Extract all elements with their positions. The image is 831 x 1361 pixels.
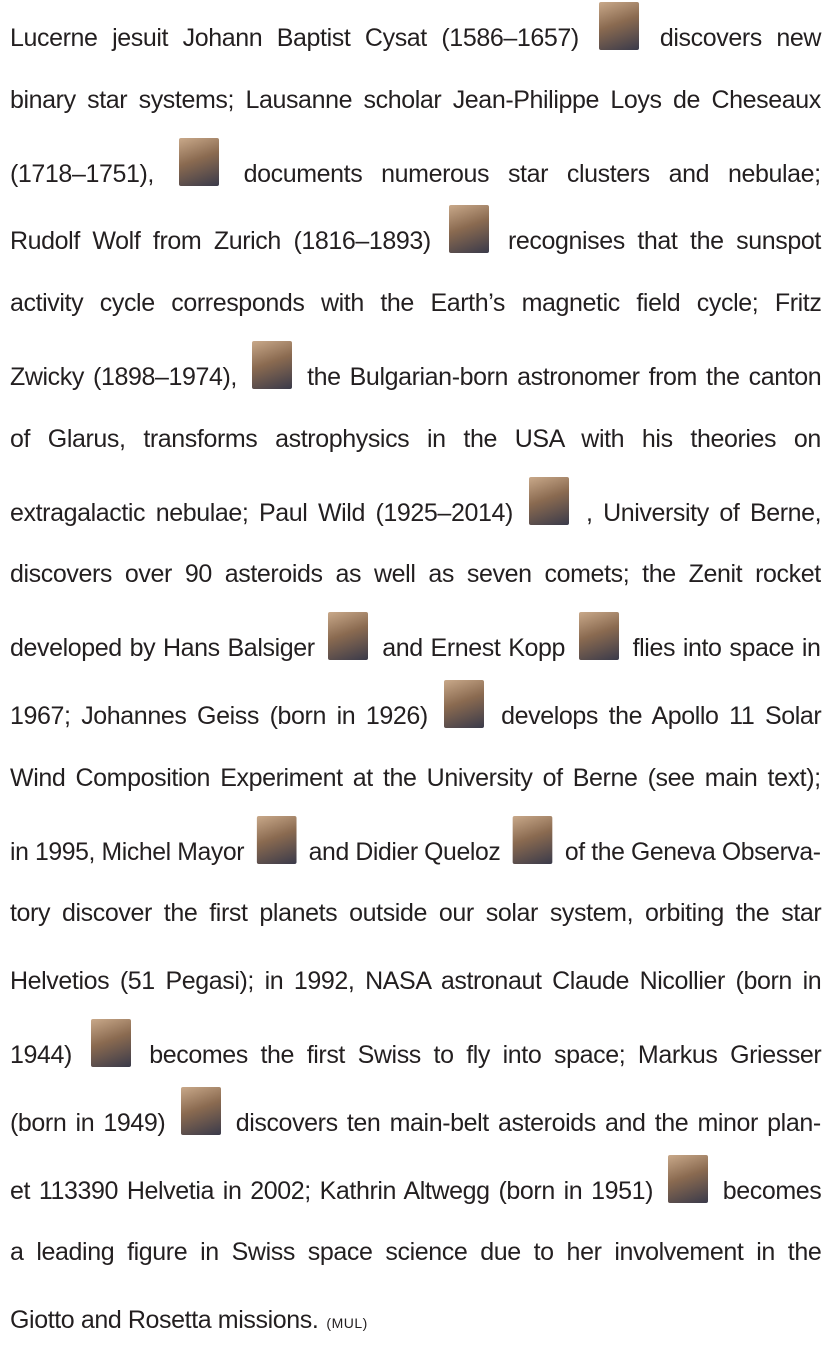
text-line: Giotto and Rosetta missions. (MUL) [10,1290,368,1350]
source-tag: (MUL) [326,1315,367,1331]
text-segment: , University of Berne, [586,499,821,527]
text-segment: the Bulgarian-born astronomer from the c… [307,363,821,391]
text-segment: Lucerne jesuit Johann Baptist Cysat (158… [10,24,579,52]
text-segment: extragalactic nebulae; Paul Wild (1925–2… [10,499,513,527]
text-segment: discovers over 90 asteroids as well as s… [10,560,821,588]
text-segment: of the Geneva Observa- [565,838,821,866]
portrait [328,612,368,660]
text-segment: becomes the first Swiss to fly into spac… [149,1041,821,1069]
text-segment: Zwicky (1898–1974), [10,363,237,391]
text-line: (1718–1751), documents numerous star clu… [10,138,821,198]
text-segment: Helvetios (51 Pegasi); in 1992, NASA ast… [10,967,821,995]
text-segment: 1967; Johannes Geiss (born in 1926) [10,702,428,730]
text-segment: flies into space in [633,634,821,662]
text-line: Zwicky (1898–1974), the Bulgarian-born a… [10,341,821,401]
text-line: et 113390 Helvetia in 2002; Kathrin Altw… [10,1155,821,1215]
portrait [252,341,292,389]
text-segment: developed by Hans Balsiger [10,634,315,662]
text-segment: of Glarus, transforms astrophysics in th… [10,425,821,453]
text-line: (born in 1949) discovers ten main-belt a… [10,1087,821,1147]
text-line: discovers over 90 asteroids as well as s… [10,544,821,604]
text-segment: tory discover the first planets outside … [10,899,821,927]
text-segment: develops the Apollo 11 Solar [501,702,821,730]
text-line: Lucerne jesuit Johann Baptist Cysat (158… [10,2,821,62]
text-line: activity cycle corresponds with the Eart… [10,273,821,333]
portrait [444,680,484,728]
text-line: binary star systems; Lausanne scholar Je… [10,70,821,130]
text-line: 1944) becomes the first Swiss to fly int… [10,1019,821,1079]
text-segment: in 1995, Michel Mayor [10,838,244,866]
text-line: Wind Composition Experiment at the Unive… [10,748,821,808]
text-segment: et 113390 Helvetia in 2002; Kathrin Altw… [10,1177,653,1205]
text-segment: Wind Composition Experiment at the Unive… [10,764,821,792]
text-segment: and Didier Queloz [309,838,501,866]
text-line: a leading figure in Swiss space science … [10,1222,821,1282]
text-line: Rudolf Wolf from Zurich (1816–1893) reco… [10,205,821,265]
text-segment: becomes [723,1177,822,1205]
text-line: developed by Hans Balsiger and Ernest Ko… [10,612,821,672]
portrait [513,816,553,864]
text-segment: binary star systems; Lausanne scholar Je… [10,86,821,114]
text-line: of Glarus, transforms astrophysics in th… [10,409,821,469]
text-segment: (1718–1751), [10,160,154,188]
text-segment: discovers new [660,24,821,52]
text-line: tory discover the first planets outside … [10,883,821,943]
portrait [179,138,219,186]
portrait [599,2,639,50]
portrait [529,477,569,525]
text-line: in 1995, Michel Mayor and Didier Queloz … [10,816,821,876]
portrait [91,1019,131,1067]
document: Lucerne jesuit Johann Baptist Cysat (158… [0,0,831,1361]
text-segment: 1944) [10,1041,72,1069]
text-line: extragalactic nebulae; Paul Wild (1925–2… [10,477,821,537]
text-line: Helvetios (51 Pegasi); in 1992, NASA ast… [10,951,821,1011]
text-segment: (born in 1949) [10,1109,165,1137]
portrait [181,1087,221,1135]
text-segment: recognises that the sunspot [508,227,821,255]
text-segment: a leading figure in Swiss space science … [10,1238,821,1266]
portrait [257,816,297,864]
portrait [579,612,619,660]
text-segment: activity cycle corresponds with the Eart… [10,289,821,317]
text-segment: discovers ten main-belt asteroids and th… [236,1109,821,1137]
portrait [449,205,489,253]
text-segment: documents numerous star clusters and neb… [244,160,821,188]
text-line: 1967; Johannes Geiss (born in 1926) deve… [10,680,821,740]
text-segment: Rudolf Wolf from Zurich (1816–1893) [10,227,431,255]
text-segment: Giotto and Rosetta missions. [10,1306,318,1334]
portrait [668,1155,708,1203]
text-segment: and Ernest Kopp [382,634,565,662]
